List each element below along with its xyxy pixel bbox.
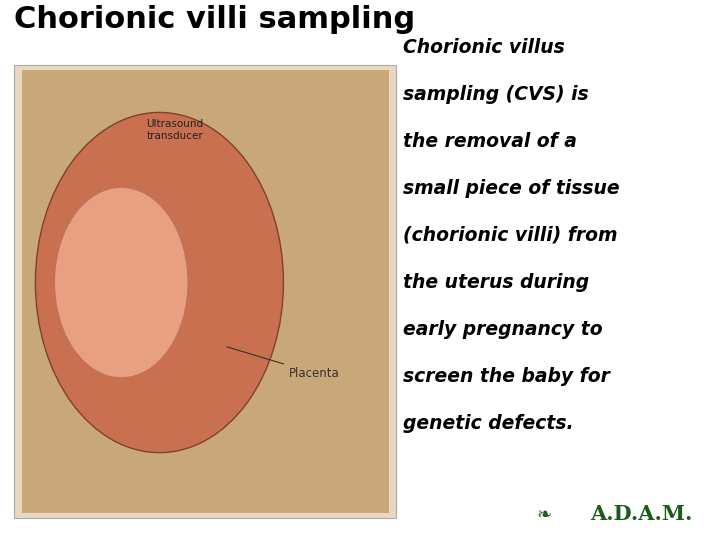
Text: small piece of tissue: small piece of tissue <box>403 179 620 198</box>
Text: Placenta: Placenta <box>227 347 340 380</box>
Text: Chorionic villi sampling: Chorionic villi sampling <box>14 5 415 35</box>
Text: the uterus during: the uterus during <box>403 273 590 292</box>
Ellipse shape <box>55 187 188 378</box>
Text: Ultrasound
transducer: Ultrasound transducer <box>146 119 203 141</box>
Text: ❧: ❧ <box>536 506 552 524</box>
FancyBboxPatch shape <box>22 70 389 513</box>
FancyBboxPatch shape <box>14 65 396 518</box>
Text: screen the baby for: screen the baby for <box>403 367 610 386</box>
Text: the removal of a: the removal of a <box>403 132 577 151</box>
Text: Chorionic villus: Chorionic villus <box>403 38 565 57</box>
Text: genetic defects.: genetic defects. <box>403 414 574 433</box>
Text: early pregnancy to: early pregnancy to <box>403 320 603 339</box>
Text: A.D.A.M.: A.D.A.M. <box>590 504 693 524</box>
Ellipse shape <box>35 112 284 453</box>
Text: sampling (CVS) is: sampling (CVS) is <box>403 85 589 104</box>
Text: (chorionic villi) from: (chorionic villi) from <box>403 226 618 245</box>
